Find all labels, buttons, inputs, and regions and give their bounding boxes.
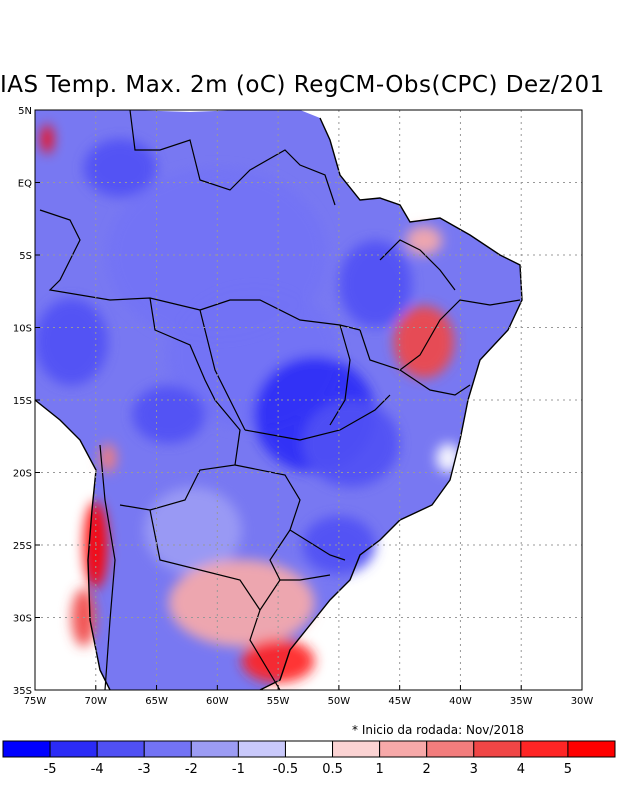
y-tick-label: 5S — [19, 251, 32, 262]
colorbar-box — [332, 740, 381, 758]
colorbar-label: -4 — [91, 762, 104, 777]
colorbar-label: 1 — [375, 762, 383, 777]
y-tick-label: 15S — [13, 396, 32, 407]
x-tick-label: 30W — [571, 696, 594, 707]
colorbar-box — [520, 740, 569, 758]
colorbar-box — [567, 740, 616, 758]
colorbar-box — [96, 740, 145, 758]
anomaly-blob-6 — [302, 400, 400, 487]
y-axis: 5N EQ 5S 10S 15S 20S 25S 30S 35S — [13, 106, 40, 697]
colorbar-box — [2, 740, 51, 758]
colorbar-label: 4 — [517, 762, 525, 777]
colorbar-box — [284, 740, 334, 758]
y-tick-label: 20S — [13, 469, 32, 480]
colorbar-label: 2 — [423, 762, 431, 777]
colorbar-label: -3 — [138, 762, 151, 777]
x-tick-label: 50W — [328, 696, 351, 707]
x-tick-label: 55W — [267, 696, 290, 707]
colorbar-box — [473, 740, 522, 758]
y-tick-label: 5N — [18, 106, 32, 117]
colorbar-label: 3 — [470, 762, 478, 777]
anomaly-blob-12 — [168, 559, 315, 647]
y-tick-label: EQ — [18, 179, 32, 190]
colorbar-label: 5 — [564, 762, 572, 777]
anomaly-blob-5 — [338, 240, 412, 328]
x-tick-label: 60W — [206, 696, 229, 707]
colorbar-label: -1 — [232, 762, 245, 777]
anomaly-blob-10 — [393, 305, 455, 379]
anomaly-blob-13 — [241, 639, 315, 683]
y-tick-label: 10S — [13, 324, 32, 335]
y-tick-label: 25S — [13, 541, 32, 552]
anomaly-blob-7 — [302, 516, 376, 574]
coastline — [35, 117, 523, 690]
anomaly-blob-9 — [144, 487, 242, 574]
colorbar-label: -0.5 — [273, 762, 298, 777]
colorbar-box — [190, 740, 239, 758]
grid-lines — [35, 110, 582, 690]
map-title: IAS Temp. Max. 2m (oC) RegCM-Obs(CPC) De… — [0, 72, 605, 98]
x-tick-label: 45W — [388, 696, 411, 707]
anomaly-blob-15 — [41, 124, 54, 154]
x-tick-label: 70W — [84, 696, 107, 707]
colorbar-box — [143, 740, 192, 758]
run-start-note: * Inicio da rodada: Nov/2018 — [352, 723, 524, 737]
colorbar-box — [379, 740, 428, 758]
colorbar-box — [426, 740, 475, 758]
y-tick-label: 30S — [13, 614, 32, 625]
x-tick-label: 75W — [24, 696, 47, 707]
colorbar-box — [49, 740, 98, 758]
colorbar-box — [237, 740, 286, 758]
y-tick-label: 35S — [13, 686, 32, 697]
x-tick-label: 65W — [145, 696, 168, 707]
colorbar-label: -5 — [44, 762, 57, 777]
x-axis: 75W 70W 65W 60W 55W 50W 45W 40W 35W 30W — [24, 685, 594, 707]
colorbar-label: 0.5 — [322, 762, 343, 777]
anomaly-blob-3 — [35, 298, 108, 386]
x-tick-label: 40W — [449, 696, 472, 707]
anomaly-blob-16 — [99, 443, 117, 473]
colorbar-label: -2 — [185, 762, 198, 777]
x-tick-label: 35W — [510, 696, 533, 707]
